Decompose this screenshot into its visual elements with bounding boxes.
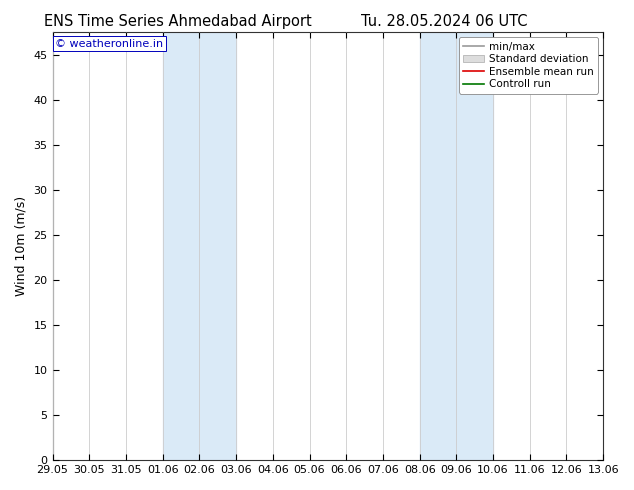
Bar — [420, 32, 493, 460]
Y-axis label: Wind 10m (m/s): Wind 10m (m/s) — [15, 196, 28, 296]
Text: ENS Time Series Ahmedabad Airport: ENS Time Series Ahmedabad Airport — [44, 14, 311, 29]
Text: Tu. 28.05.2024 06 UTC: Tu. 28.05.2024 06 UTC — [361, 14, 527, 29]
Text: © weatheronline.in: © weatheronline.in — [55, 39, 164, 49]
Legend: min/max, Standard deviation, Ensemble mean run, Controll run: min/max, Standard deviation, Ensemble me… — [459, 37, 598, 94]
Bar — [163, 32, 236, 460]
